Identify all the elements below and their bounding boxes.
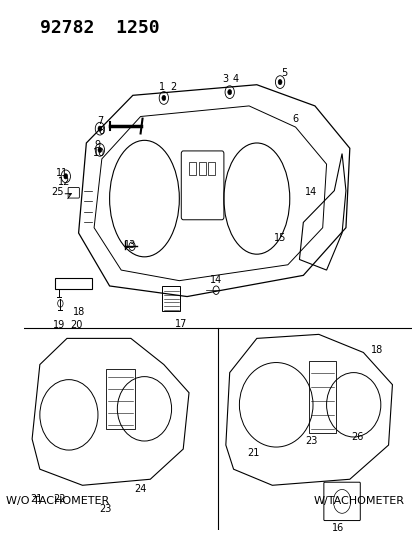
Text: 9: 9 bbox=[94, 140, 100, 150]
Text: 14: 14 bbox=[209, 274, 222, 285]
Circle shape bbox=[227, 90, 231, 95]
Text: 7: 7 bbox=[97, 116, 103, 126]
Text: 17: 17 bbox=[175, 319, 187, 329]
Text: 20: 20 bbox=[70, 320, 83, 329]
Text: 22: 22 bbox=[53, 495, 65, 504]
Text: 21: 21 bbox=[30, 495, 42, 504]
Text: 8: 8 bbox=[99, 126, 104, 136]
Bar bbox=[208, 161, 215, 175]
Text: 25: 25 bbox=[51, 187, 63, 197]
Text: 23: 23 bbox=[99, 504, 112, 514]
Text: 5: 5 bbox=[280, 68, 286, 78]
Text: 11: 11 bbox=[56, 168, 68, 178]
Text: 26: 26 bbox=[351, 432, 363, 442]
Text: 19: 19 bbox=[53, 320, 65, 329]
Circle shape bbox=[278, 79, 281, 85]
Circle shape bbox=[161, 95, 165, 101]
Circle shape bbox=[64, 174, 68, 179]
Text: 18: 18 bbox=[370, 345, 382, 356]
Text: 3: 3 bbox=[222, 75, 228, 84]
Text: 21: 21 bbox=[246, 448, 259, 458]
Bar bbox=[105, 369, 135, 429]
Bar bbox=[198, 161, 205, 175]
Circle shape bbox=[98, 147, 102, 152]
Text: 23: 23 bbox=[304, 436, 316, 446]
Text: W/O TACHOMETER: W/O TACHOMETER bbox=[6, 496, 109, 506]
Text: 4: 4 bbox=[232, 75, 238, 84]
Text: 12: 12 bbox=[58, 176, 70, 187]
Text: 1: 1 bbox=[159, 83, 164, 92]
Circle shape bbox=[98, 126, 102, 131]
Bar bbox=[189, 161, 195, 175]
Text: 2: 2 bbox=[170, 83, 176, 92]
Bar bbox=[309, 360, 335, 433]
Text: 92782  1250: 92782 1250 bbox=[40, 19, 159, 37]
Text: 24: 24 bbox=[134, 484, 147, 494]
Text: 14: 14 bbox=[304, 187, 317, 197]
Text: 10: 10 bbox=[93, 148, 105, 158]
Text: 6: 6 bbox=[292, 114, 298, 124]
Text: 16: 16 bbox=[331, 522, 344, 532]
Text: 15: 15 bbox=[273, 233, 285, 243]
Bar bbox=[161, 286, 180, 311]
Text: 18: 18 bbox=[72, 307, 85, 317]
Text: 13: 13 bbox=[123, 240, 135, 249]
Text: W/TACHOMETER: W/TACHOMETER bbox=[313, 496, 404, 506]
